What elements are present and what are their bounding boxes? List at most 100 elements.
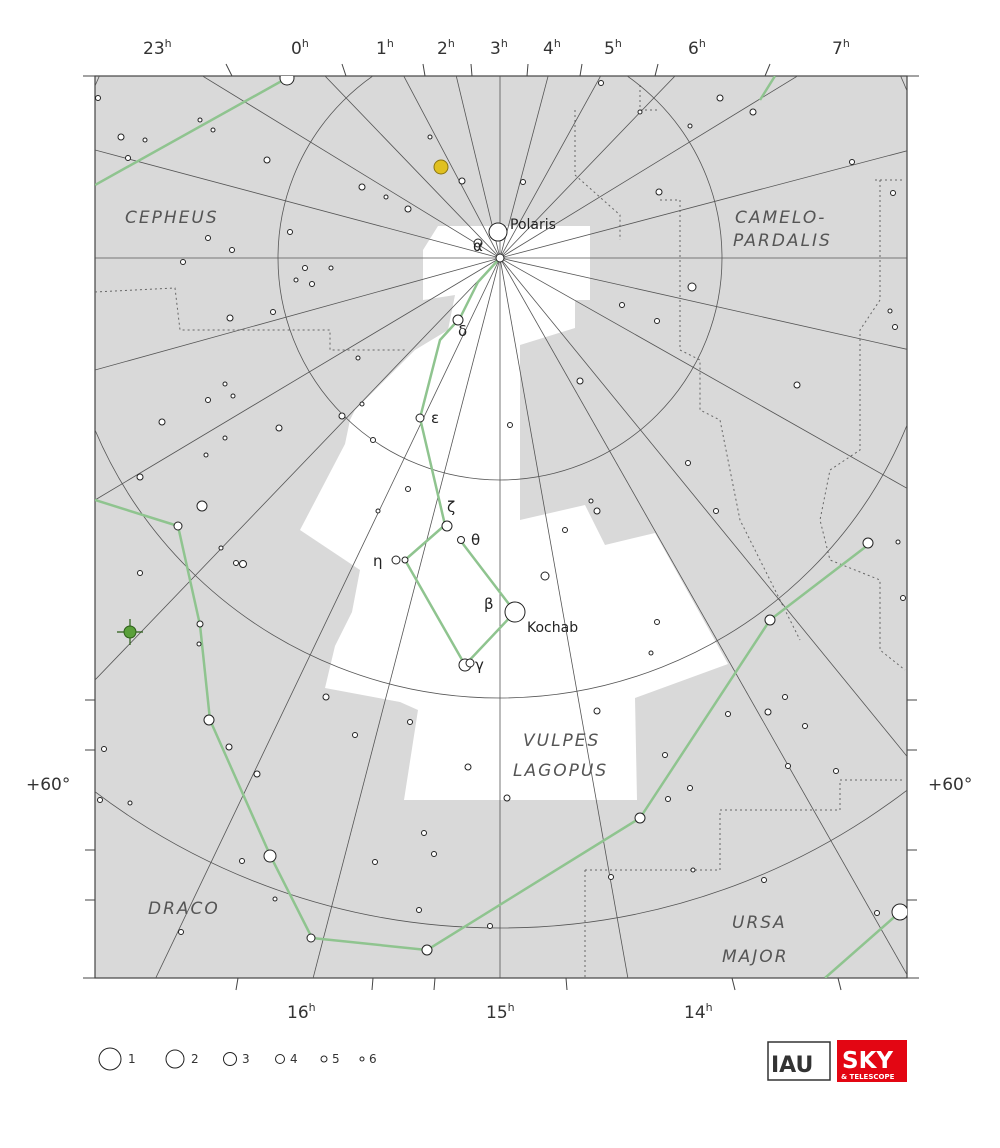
star — [391, 555, 401, 565]
svg-text:23h: 23h — [143, 37, 172, 59]
star — [180, 259, 186, 265]
stick-figures — [95, 76, 901, 978]
label-kochab: Kochab — [527, 620, 578, 636]
star — [225, 743, 233, 751]
dec-label-right: +60° — [928, 775, 972, 795]
star — [713, 508, 719, 514]
star — [407, 719, 413, 725]
star — [370, 437, 376, 443]
star — [279, 76, 295, 86]
star — [495, 253, 505, 263]
star — [540, 571, 550, 581]
star — [205, 235, 211, 241]
star — [687, 785, 693, 791]
star — [293, 277, 299, 283]
star — [849, 159, 855, 165]
ursa-major-figure — [824, 911, 901, 978]
star — [593, 707, 601, 715]
star — [137, 570, 143, 576]
star — [95, 95, 101, 101]
svg-text:3: 3 — [242, 1052, 250, 1066]
star — [197, 117, 203, 123]
star — [355, 355, 361, 361]
star — [233, 560, 239, 566]
star — [576, 377, 584, 385]
label-major: MAJOR — [722, 947, 789, 967]
star — [782, 694, 788, 700]
ursa-minor-figure — [403, 257, 517, 667]
star — [421, 830, 427, 836]
star — [764, 614, 776, 626]
star — [687, 123, 693, 129]
star-labels: Polaris Kochab α δ ε ζ θ η β γ — [373, 217, 578, 674]
svg-text:1h: 1h — [376, 37, 394, 59]
star — [895, 539, 901, 545]
star — [173, 521, 183, 531]
star — [302, 265, 308, 271]
star — [892, 324, 898, 330]
star — [488, 222, 508, 242]
star — [218, 545, 224, 551]
star — [222, 435, 228, 441]
label-camelopardalis-1: CAMELO- — [735, 208, 826, 228]
star — [358, 183, 366, 191]
greek-epsilon: ε — [431, 409, 439, 427]
star — [452, 314, 464, 326]
star — [900, 595, 906, 601]
star — [416, 907, 422, 913]
star — [457, 536, 465, 544]
star — [127, 800, 133, 806]
star — [619, 302, 625, 308]
star — [562, 527, 568, 533]
star — [654, 318, 660, 324]
greek-alpha: α — [473, 237, 483, 255]
svg-text:4: 4 — [290, 1052, 298, 1066]
star — [761, 877, 767, 883]
svg-text:16h: 16h — [287, 1001, 316, 1023]
star — [588, 498, 594, 504]
star — [634, 812, 646, 824]
star — [421, 944, 433, 956]
label-vulpes-1: VULPES — [523, 731, 600, 751]
svg-text:7h: 7h — [832, 37, 850, 59]
label-ursa: URSA — [732, 913, 787, 933]
label-draco: DRACO — [148, 899, 220, 919]
svg-text:4h: 4h — [543, 37, 561, 59]
star — [322, 693, 330, 701]
star — [637, 109, 643, 115]
star — [178, 929, 184, 935]
ra-labels-bottom: 16h 15h 14h — [287, 1001, 713, 1023]
green-star-marker — [117, 619, 143, 645]
greek-delta: δ — [458, 322, 467, 340]
star — [874, 910, 880, 916]
greek-theta: θ — [471, 531, 480, 549]
star — [359, 401, 365, 407]
star — [210, 127, 216, 133]
star — [352, 732, 358, 738]
star — [431, 851, 437, 857]
star — [101, 746, 107, 752]
star — [504, 601, 526, 623]
star — [655, 188, 663, 196]
greek-beta: β — [484, 595, 494, 613]
star — [239, 560, 247, 568]
camelopardalis-figure — [758, 76, 777, 101]
star — [441, 520, 453, 532]
star — [405, 486, 411, 492]
star — [793, 381, 801, 389]
star — [690, 867, 696, 873]
star — [306, 933, 316, 943]
svg-text:IAU: IAU — [771, 1053, 813, 1078]
svg-text:6h: 6h — [688, 37, 706, 59]
star — [404, 205, 412, 213]
star — [764, 708, 772, 716]
label-polaris: Polaris — [510, 217, 556, 233]
star — [125, 155, 131, 161]
sky-telescope-logo: SKY & TELESCOPE — [837, 1040, 907, 1082]
star — [328, 265, 334, 271]
star — [464, 763, 472, 771]
cepheus-figure — [95, 76, 288, 187]
star — [97, 797, 103, 803]
star — [136, 473, 144, 481]
